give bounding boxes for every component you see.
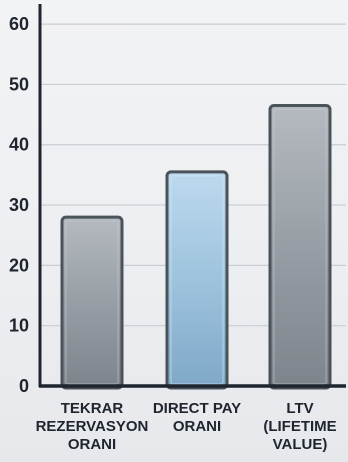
axes bbox=[38, 4, 346, 388]
category-label: ORANI bbox=[68, 436, 116, 453]
category-label: REZERVASYON bbox=[36, 418, 149, 435]
y-tick-label: 0 bbox=[19, 376, 29, 396]
y-tick-label: 60 bbox=[9, 14, 29, 34]
y-tick-labels: 0 10 20 30 40 50 60 bbox=[9, 14, 29, 396]
category-label: TEKRAR bbox=[61, 400, 124, 417]
bars bbox=[60, 104, 332, 390]
y-tick-label: 10 bbox=[9, 316, 29, 336]
bar bbox=[60, 215, 124, 390]
y-tick-label: 20 bbox=[9, 255, 29, 275]
category-label: VALUE) bbox=[273, 436, 328, 453]
bar bbox=[268, 104, 332, 390]
y-tick-label: 40 bbox=[9, 135, 29, 155]
bar-inner-highlight bbox=[170, 175, 224, 385]
bar-inner-highlight bbox=[273, 109, 327, 385]
category-label: ORANI bbox=[173, 418, 221, 435]
bar-inner-highlight bbox=[65, 220, 119, 385]
category-label: DIRECT PAY bbox=[153, 400, 241, 417]
category-label: (LIFETIME bbox=[263, 418, 336, 435]
y-tick-label: 50 bbox=[9, 74, 29, 94]
y-tick-label: 30 bbox=[9, 195, 29, 215]
bar bbox=[165, 170, 229, 390]
category-label: LTV bbox=[286, 400, 313, 417]
